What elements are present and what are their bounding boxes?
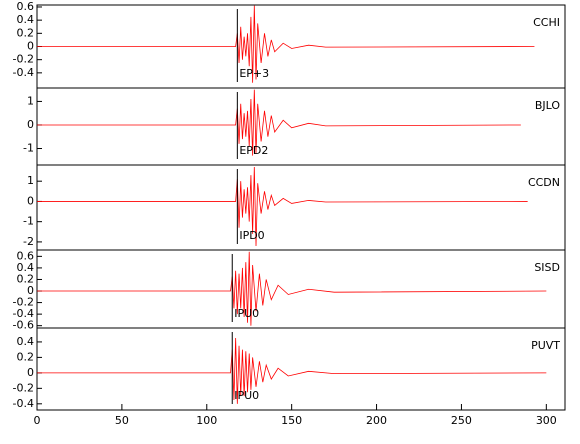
x-tick-label: 200 (366, 414, 387, 427)
waveform (37, 5, 535, 83)
y-tick-label: 0 (27, 118, 34, 131)
x-tick-label: 0 (34, 414, 41, 427)
y-tick-label: 0 (27, 40, 34, 53)
x-tick-label: 300 (536, 414, 557, 427)
y-tick-label: 0 (27, 366, 34, 379)
waveform (37, 251, 547, 326)
waveform (37, 89, 521, 156)
y-tick-label: 1 (27, 94, 34, 107)
y-tick-label: 0.2 (17, 26, 35, 39)
phase-label: EP+3 (239, 67, 269, 80)
y-tick-label: 0.2 (17, 272, 35, 285)
y-tick-label: 0.2 (17, 350, 35, 363)
waveform (37, 338, 547, 404)
y-tick-label: -0.6 (13, 319, 34, 332)
phase-label: IPU0 (234, 307, 259, 320)
y-tick-label: -1 (23, 215, 34, 228)
y-tick-label: 0.4 (17, 261, 35, 274)
station-label: CCDN (528, 176, 560, 189)
waveform (37, 167, 528, 246)
y-tick-label: 1 (27, 174, 34, 187)
station-label: SISD (534, 261, 560, 274)
panel-frame (36, 327, 566, 411)
phase-label: IPD0 (239, 229, 264, 242)
phase-label: EPD2 (239, 144, 268, 157)
y-tick-label: -0.4 (13, 397, 34, 410)
panel-frame (36, 249, 566, 329)
station-label: BJLO (535, 99, 561, 112)
y-tick-label: 0.6 (17, 0, 35, 13)
y-tick-label: -0.4 (13, 307, 34, 320)
y-tick-label: 0 (27, 194, 34, 207)
y-tick-label: 0 (27, 284, 34, 297)
phase-label: IPU0 (234, 389, 259, 402)
x-tick-label: 100 (196, 414, 217, 427)
y-tick-label: -0.2 (13, 296, 34, 309)
y-tick-label: -0.4 (13, 66, 34, 79)
station-label: CCHI (533, 16, 560, 29)
x-tick-label: 250 (451, 414, 472, 427)
panel-frame (36, 87, 566, 166)
y-tick-label: 0.4 (17, 335, 35, 348)
x-tick-label: 150 (281, 414, 302, 427)
y-tick-label: -0.2 (13, 53, 34, 66)
y-tick-label: 0.6 (17, 249, 35, 262)
y-tick-label: -2 (23, 235, 34, 248)
x-tick-label: 50 (115, 414, 129, 427)
panel-frame (36, 164, 566, 251)
station-label: PUVT (531, 339, 560, 352)
y-tick-label: 0.4 (17, 13, 35, 26)
y-tick-label: -1 (23, 142, 34, 155)
y-tick-label: -0.2 (13, 381, 34, 394)
